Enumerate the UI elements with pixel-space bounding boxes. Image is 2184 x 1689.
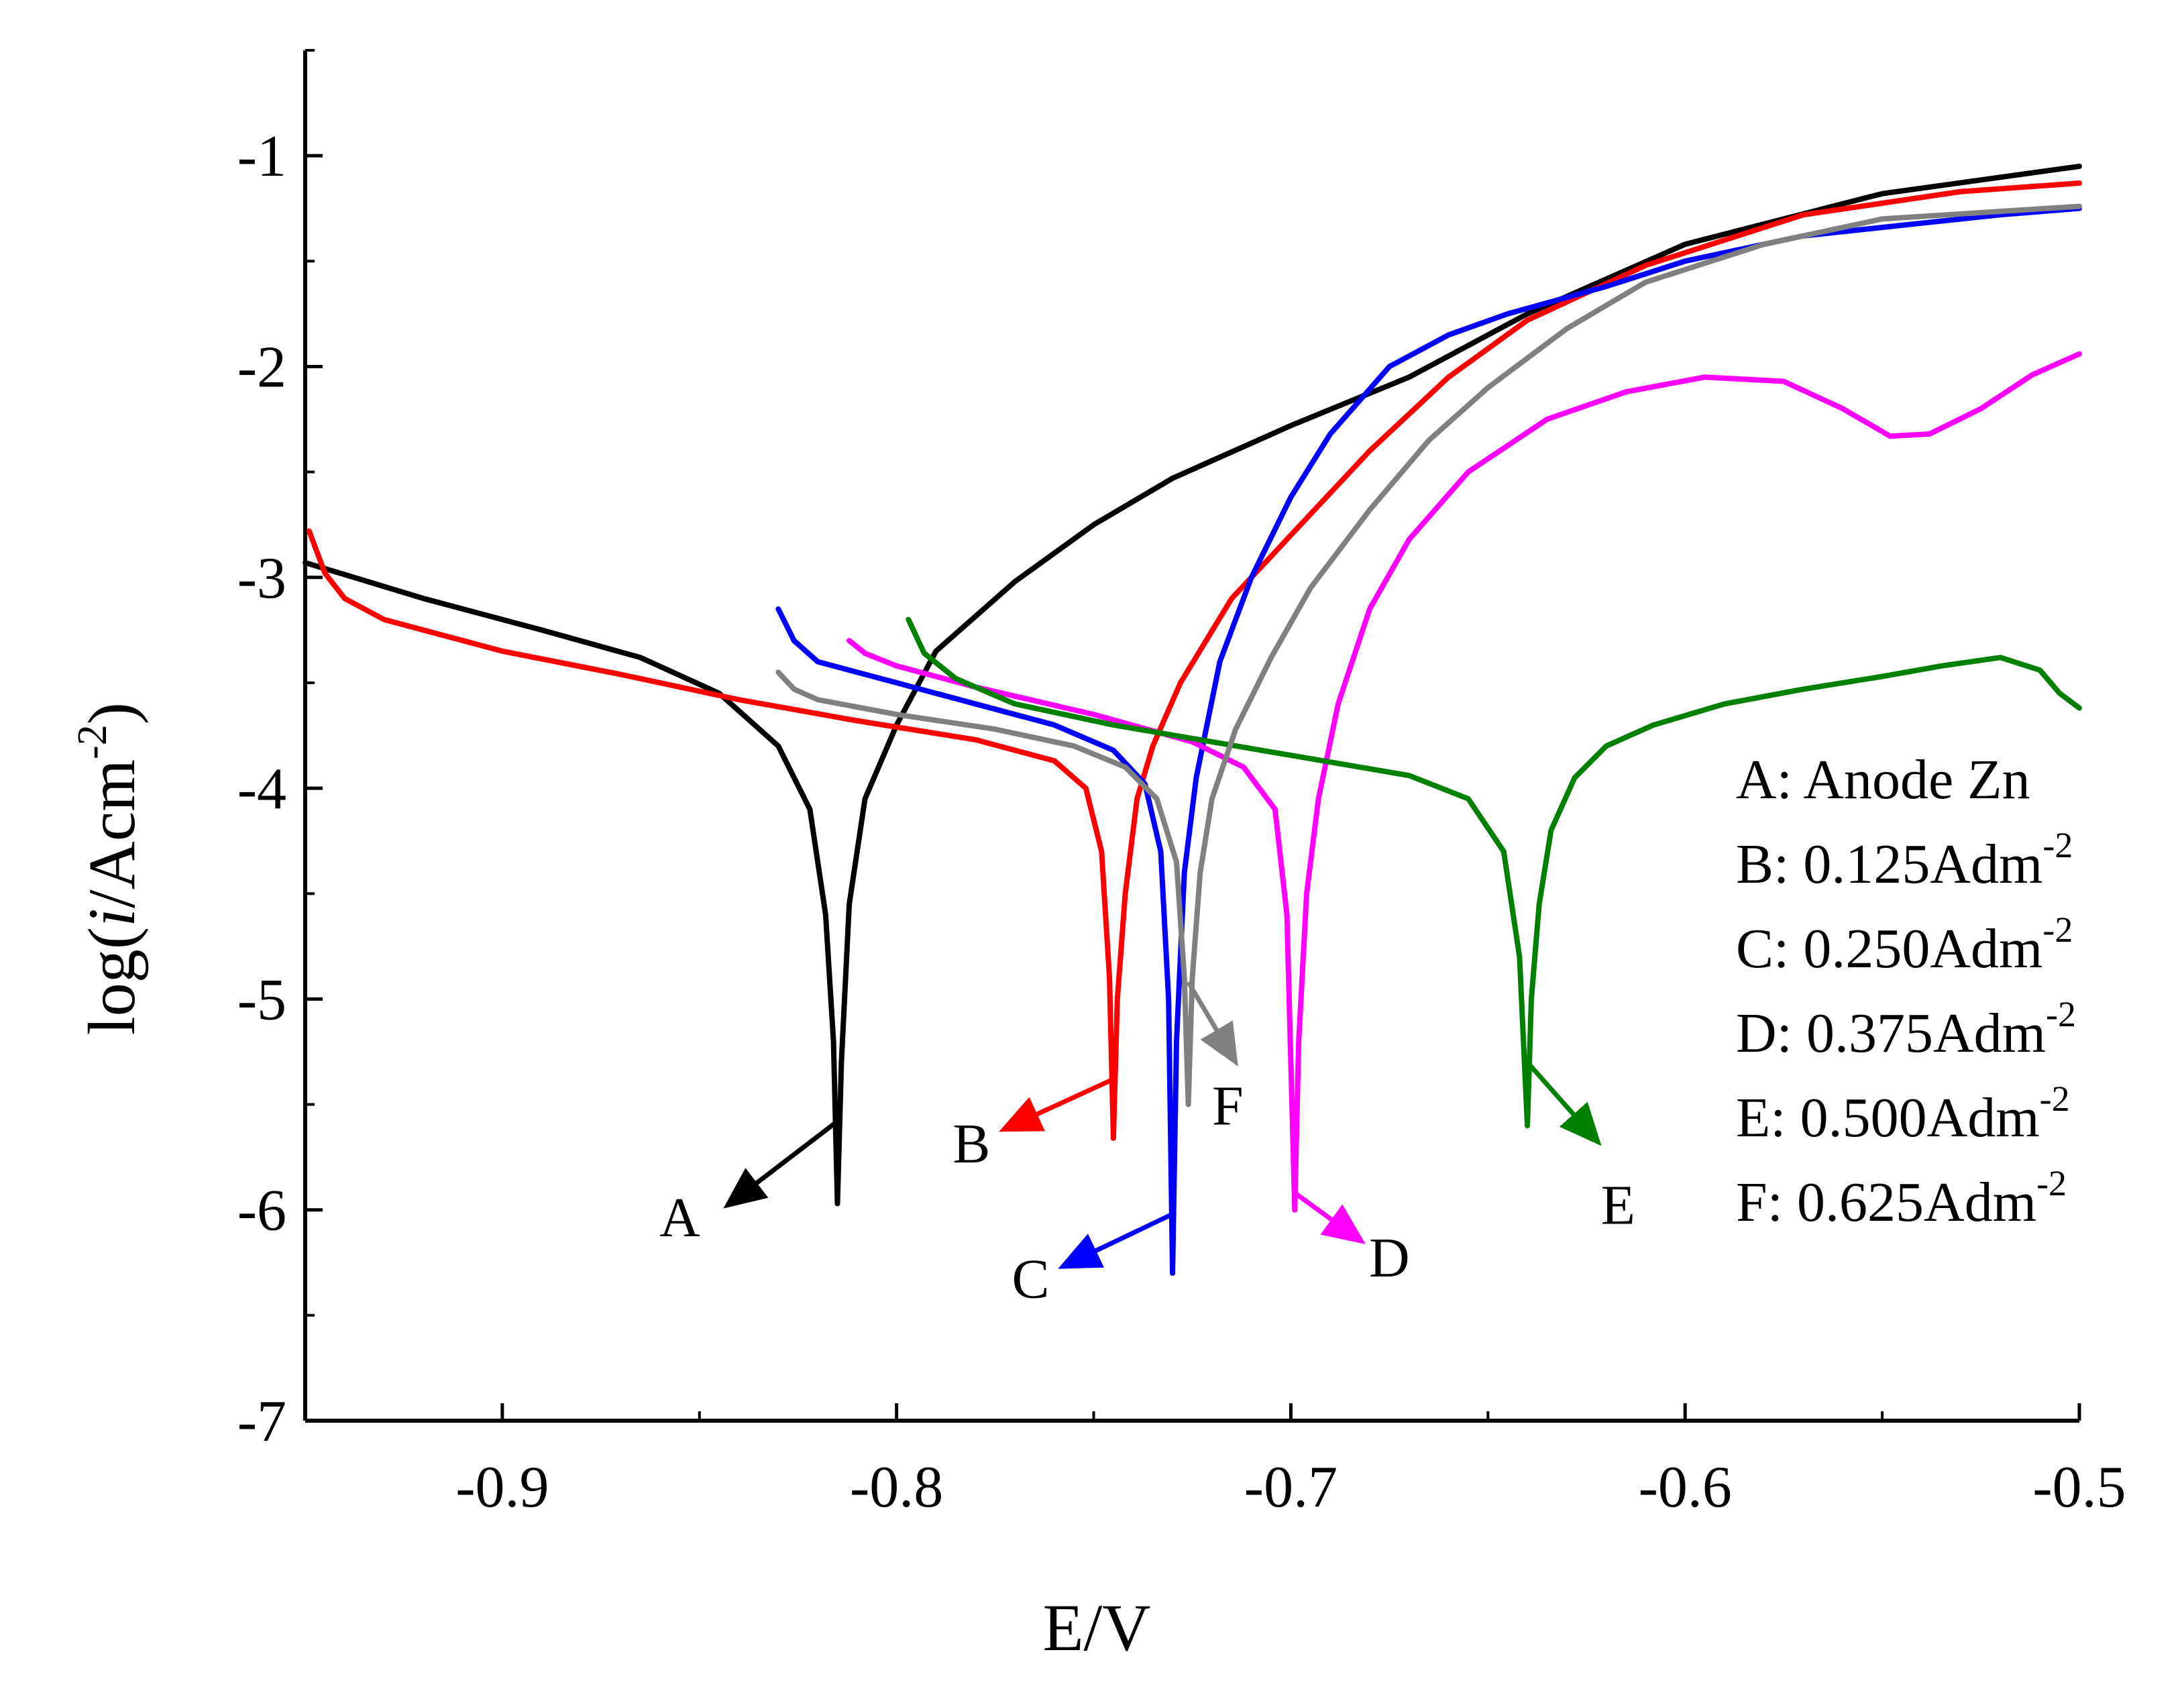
series-D-callout-arrow <box>1293 1191 1366 1244</box>
x-axis-title: E/V <box>1042 1590 1150 1665</box>
series-A-cathodic-branch <box>303 559 840 1207</box>
series-B-callout-arrow <box>999 1077 1115 1132</box>
callouts: A B C D E F <box>659 981 1635 1310</box>
legend-entry-B: B: 0.125Adm-2 <box>1736 825 2073 895</box>
y-axis-title-sup: -2 <box>70 724 115 759</box>
series-E-callout-arrow <box>1525 1060 1602 1146</box>
y-axis-title-italic: i <box>74 908 149 927</box>
series-D-anodic-branch <box>1292 351 2082 1213</box>
series-F-anodic-branch <box>1185 203 2082 1107</box>
series-F-callout-arrow <box>1186 981 1238 1067</box>
y-axis-title-mid: /Acm <box>74 759 149 908</box>
y-axis-title-suffix: ) <box>74 702 149 724</box>
y-tick-label: -5 <box>237 967 286 1032</box>
x-tick-label: -0.6 <box>1639 1455 1732 1520</box>
y-tick-label: -4 <box>237 757 286 822</box>
x-ticks: -0.9 -0.8 -0.7 -0.6 -0.5 <box>304 1403 2126 1520</box>
series-B-label: B <box>952 1113 990 1175</box>
series-C-label: C <box>1012 1248 1049 1310</box>
legend-entry-E: E: 0.500Adm-2 <box>1736 1079 2070 1149</box>
legend-entry-A: A: Anode Zn <box>1736 749 2030 811</box>
legend-entry-D: D: 0.375Adm-2 <box>1736 994 2076 1065</box>
series-A-label: A <box>659 1187 700 1249</box>
series-B-cathodic-branch <box>306 528 1116 1141</box>
curves <box>303 163 2082 1276</box>
series-F-label: F <box>1212 1075 1244 1138</box>
y-tick-label: -1 <box>237 124 286 189</box>
y-tick-label: -3 <box>237 546 286 611</box>
legend-entry-C: C: 0.250Adm-2 <box>1736 910 2073 980</box>
series-E-label: E <box>1601 1174 1635 1236</box>
y-tick-label: -2 <box>237 335 286 400</box>
y-axis-title-prefix: log( <box>74 927 149 1035</box>
series-E-cathodic-branch <box>906 616 1531 1128</box>
x-tick-label: -0.9 <box>455 1455 549 1520</box>
series-B-anodic-branch <box>1110 180 2082 1141</box>
y-tick-label: -7 <box>237 1389 286 1454</box>
series-C-cathodic-branch <box>775 606 1176 1276</box>
series-F-cathodic-branch <box>775 669 1191 1107</box>
series-E-anodic-branch <box>1525 655 2082 1128</box>
x-tick-label: -0.8 <box>850 1455 943 1520</box>
series-A-callout-arrow <box>723 1119 839 1209</box>
x-tick-label: -0.7 <box>1244 1455 1337 1520</box>
series-D-label: D <box>1369 1227 1410 1289</box>
y-axis-title: log(i/Acm-2) <box>70 702 149 1035</box>
legend: A: Anode Zn B: 0.125Adm-2 C: 0.250Adm-2 D: … <box>1736 749 2076 1234</box>
axes: -7 -6 -5 -4 -3 -2 -1 -0.9 -0.8 -0.7 -0.6 -0.5 <box>237 49 2126 1520</box>
series-C-anodic-branch <box>1170 205 2082 1276</box>
series-C-callout-arrow <box>1058 1211 1174 1269</box>
x-tick-label: -0.5 <box>2032 1455 2126 1520</box>
series-A-anodic-branch <box>834 163 2082 1207</box>
legend-entry-F: F: 0.625Adm-2 <box>1736 1163 2067 1234</box>
y-ticks: -7 -6 -5 -4 -3 -2 -1 <box>237 49 323 1454</box>
y-tick-label: -6 <box>237 1179 286 1244</box>
